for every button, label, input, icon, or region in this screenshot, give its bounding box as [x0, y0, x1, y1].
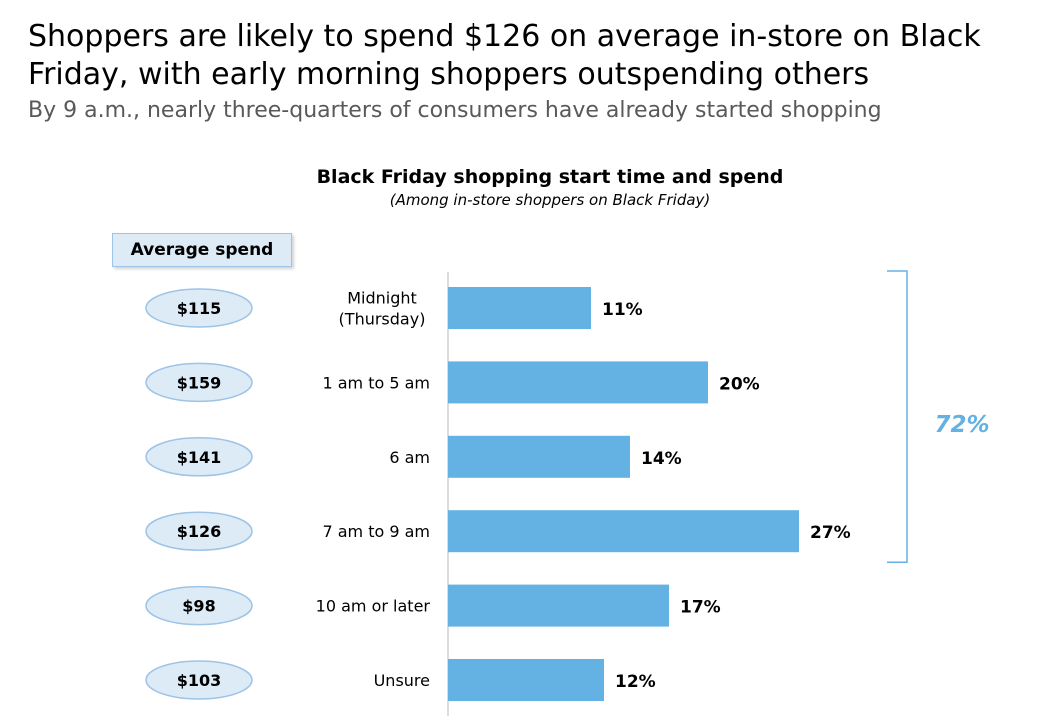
average-spend-oval: [145, 660, 253, 700]
headline: Shoppers are likely to spend $126 on ave…: [28, 19, 981, 92]
subheadline: By 9 a.m., nearly three-quarters of cons…: [28, 98, 882, 123]
chart-subtitle: (Among in-store shoppers on Black Friday…: [389, 191, 711, 209]
average-spend-header: Average spend: [112, 233, 292, 267]
bar-value-label: 17%: [680, 598, 721, 618]
chart-title: Black Friday shopping start time and spe…: [316, 166, 784, 188]
bar-value-label: 27%: [810, 523, 851, 543]
average-spend-oval: [145, 288, 253, 328]
bar: [448, 287, 591, 329]
average-spend-oval: [145, 585, 253, 626]
bar-value-label: 14%: [641, 449, 682, 469]
bar: [448, 361, 708, 404]
category-label: 10 am or later: [316, 597, 431, 616]
bar: [448, 435, 630, 478]
average-spend-value: $115: [177, 299, 222, 318]
bar-value-label: 20%: [719, 374, 760, 394]
average-spend-value: $103: [177, 671, 222, 690]
cumulative-bracket: [887, 270, 908, 563]
average-spend-value: $126: [177, 522, 222, 541]
average-spend-value: $98: [182, 597, 215, 616]
category-label: (Thursday): [339, 310, 426, 329]
average-spend-value: $141: [177, 448, 222, 467]
average-spend-oval: [145, 362, 253, 403]
bar: [448, 584, 669, 627]
chart-rows: $115 Midnight (Thursday) 11% $159 1 am to 5 a…: [145, 287, 851, 701]
average-spend-value: $159: [177, 373, 222, 392]
bar-value-label: 11%: [602, 300, 643, 320]
category-label: 1 am to 5 am: [322, 373, 430, 392]
bar-value-label: 12%: [615, 672, 656, 692]
category-label: 7 am to 9 am: [322, 522, 430, 541]
category-label: 6 am: [389, 448, 430, 467]
bar: [448, 510, 799, 553]
bar: [448, 659, 604, 701]
average-spend-oval: [145, 511, 253, 551]
category-label: Unsure: [374, 671, 430, 690]
cumulative-bracket-label: 72%: [934, 412, 989, 438]
category-label: Midnight: [347, 289, 417, 308]
average-spend-oval: [145, 437, 253, 477]
